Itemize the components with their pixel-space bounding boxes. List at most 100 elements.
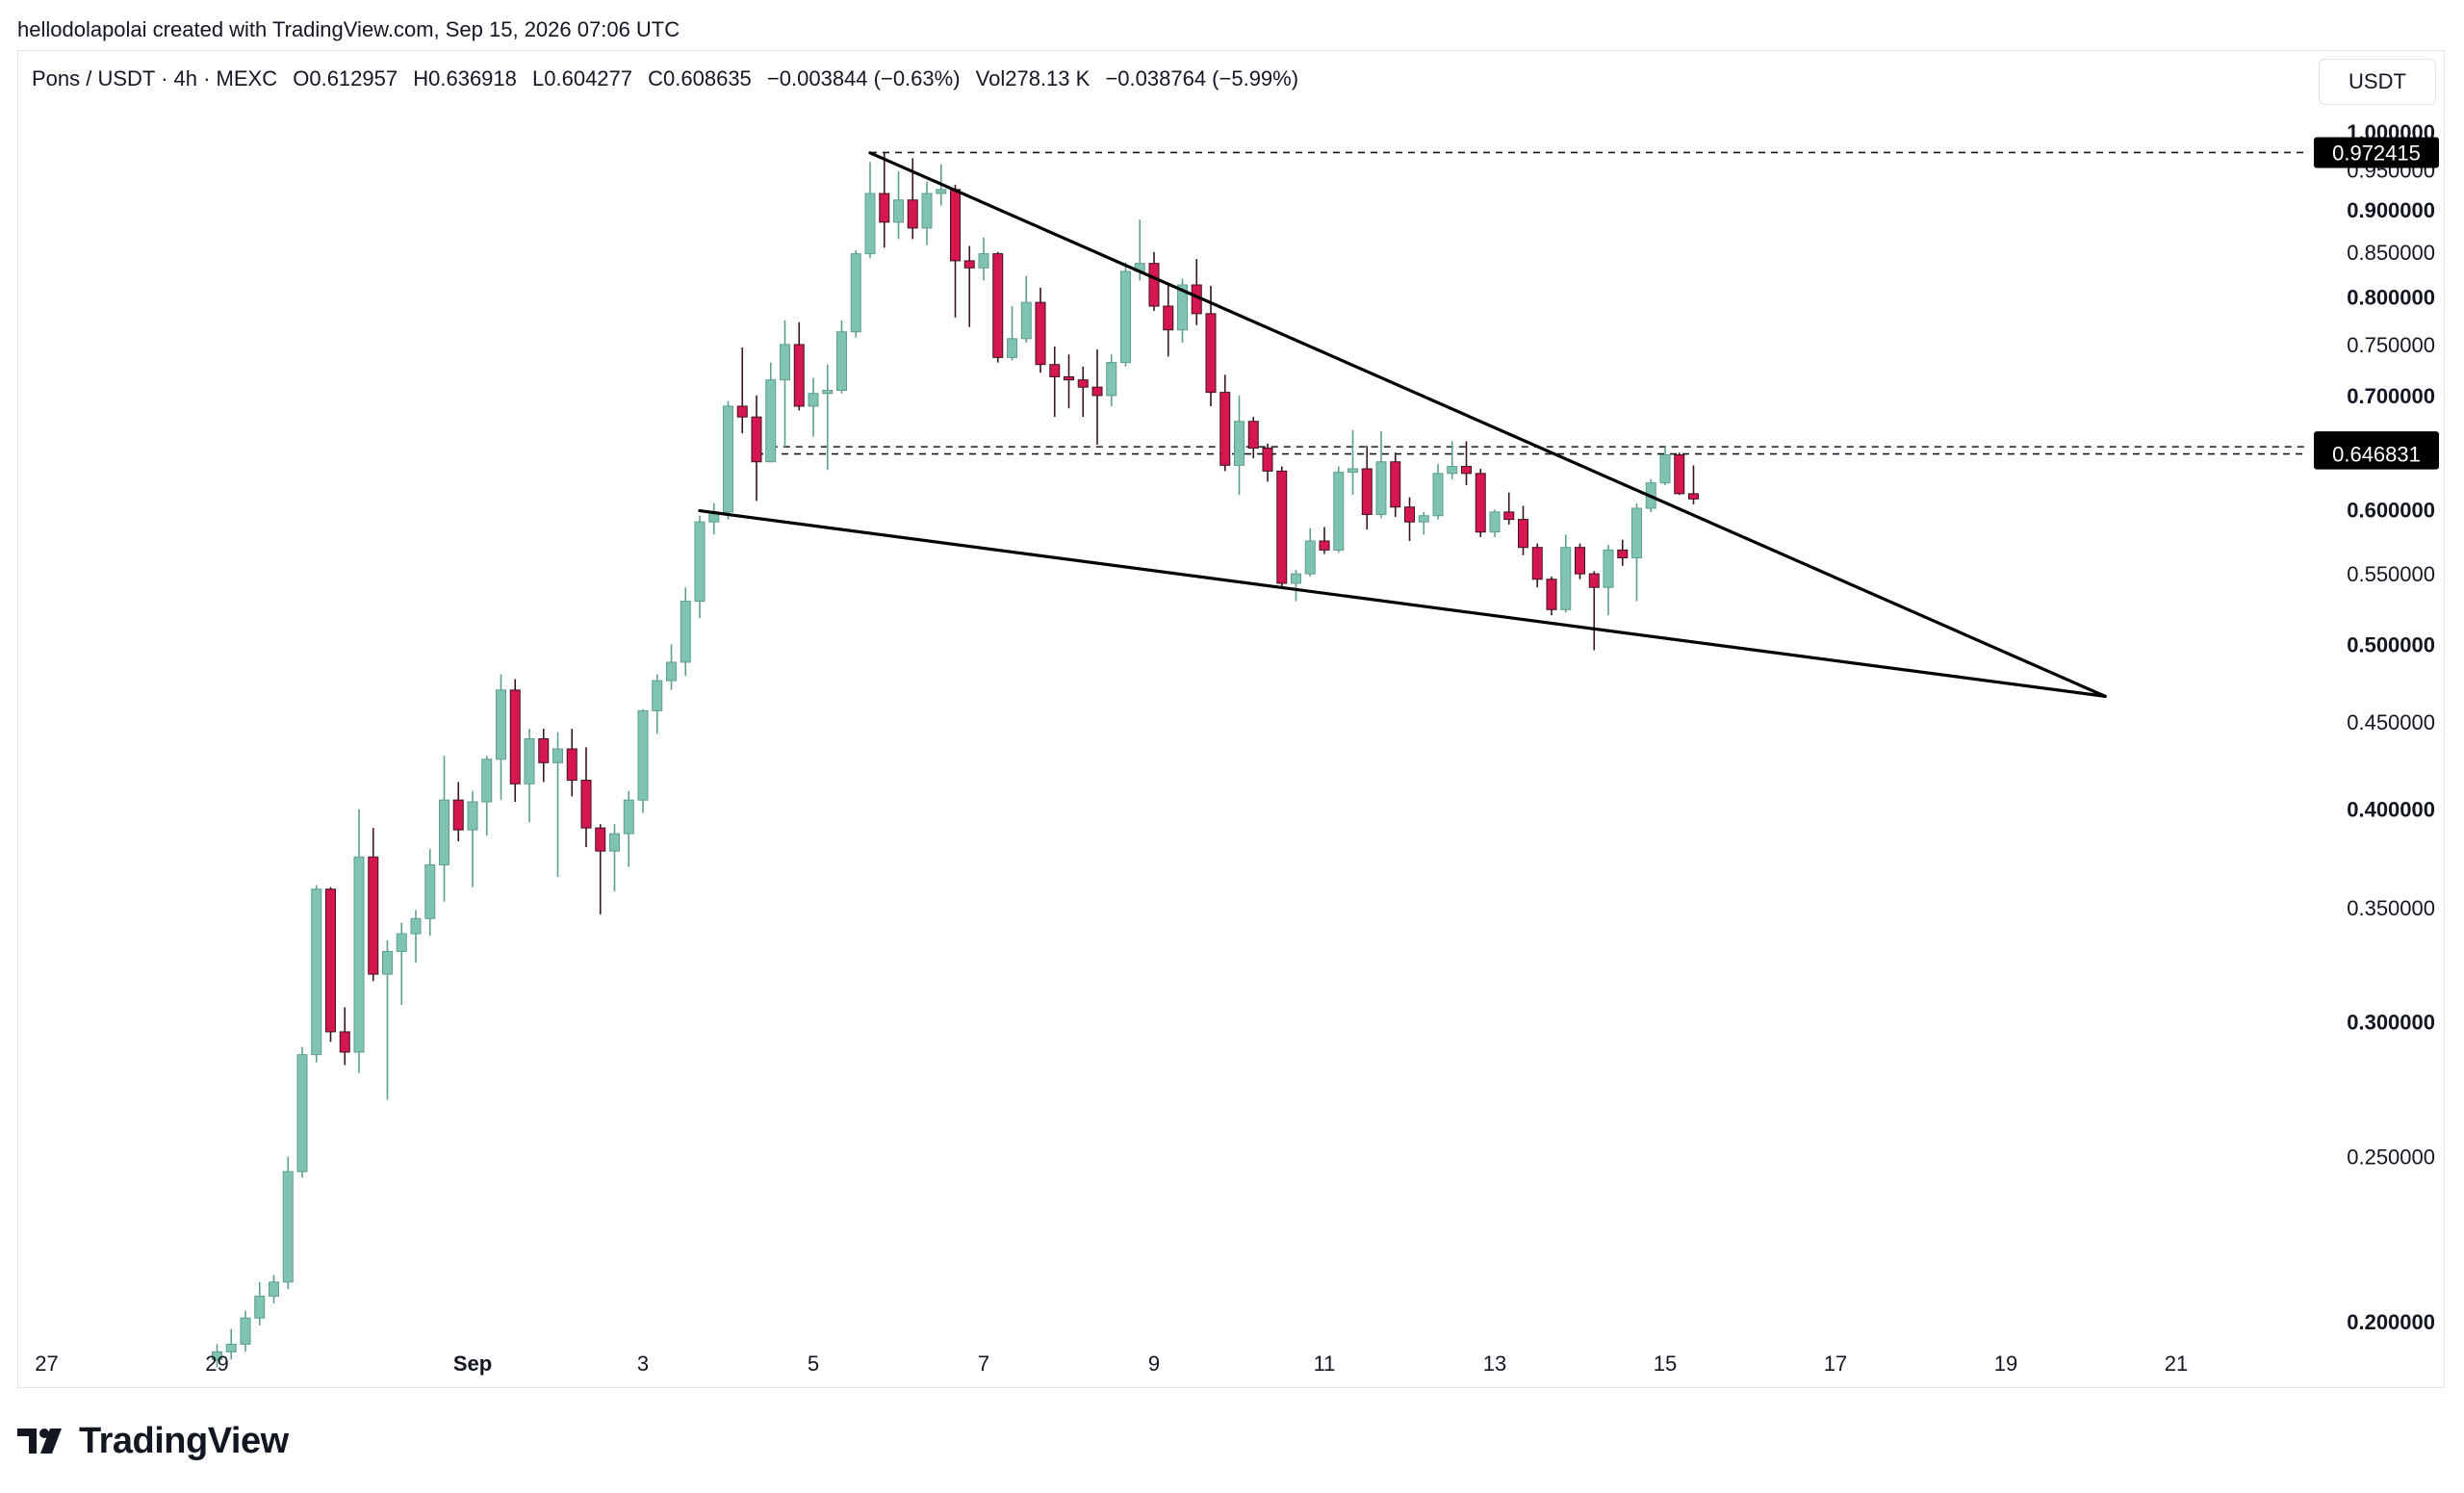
candle-up xyxy=(1447,466,1458,475)
trend-line xyxy=(698,508,2107,698)
candle-down xyxy=(566,748,578,782)
candle-up xyxy=(652,680,663,711)
candle-down xyxy=(963,260,975,269)
x-axis-tick-label: 27 xyxy=(35,1351,58,1376)
candle-up xyxy=(282,1171,294,1283)
candle-up xyxy=(723,405,733,513)
candle-down xyxy=(992,253,1004,358)
candle-down xyxy=(1546,579,1557,610)
volume-value: Vol278.13 K xyxy=(975,66,1091,90)
candle-down xyxy=(1262,447,1273,472)
low-value: L0.604277 xyxy=(532,66,633,90)
candle-up xyxy=(637,709,649,801)
candle-up xyxy=(666,661,677,682)
candle-down xyxy=(1163,305,1174,331)
candle-up xyxy=(1291,573,1301,584)
candle-up xyxy=(808,393,819,407)
y-axis-tick-label: 0.300000 xyxy=(2347,1011,2435,1035)
candle-up xyxy=(1375,461,1387,515)
y-axis-tick-label: 0.850000 xyxy=(2347,241,2435,265)
candle-down xyxy=(1475,473,1486,533)
candle-up xyxy=(240,1317,251,1345)
attribution-text: hellodolapolai created with TradingView.… xyxy=(17,17,680,41)
candle-up xyxy=(1304,540,1316,575)
candle-down xyxy=(793,344,805,407)
candle-down xyxy=(1531,547,1543,580)
candle-up xyxy=(1560,547,1572,610)
candle-up xyxy=(822,389,834,395)
candle-up xyxy=(978,253,989,269)
candle-up xyxy=(254,1296,266,1319)
y-axis-tick-label: 0.800000 xyxy=(2347,285,2435,309)
candle-down xyxy=(1219,392,1231,466)
candle-up xyxy=(225,1343,237,1352)
y-axis-tick-label: 0.750000 xyxy=(2347,333,2435,357)
price-label-text: 0.646831 xyxy=(2332,443,2421,467)
candle-up xyxy=(1177,284,1188,331)
x-axis-tick-label: 9 xyxy=(1148,1351,1160,1376)
candle-up xyxy=(424,863,436,919)
candle-up xyxy=(623,799,634,835)
x-axis-tick-label: 15 xyxy=(1654,1351,1677,1376)
candle-down xyxy=(1461,466,1472,475)
candle-down xyxy=(1588,573,1600,588)
candle-down xyxy=(1361,468,1373,515)
candle-down xyxy=(1319,540,1330,551)
candle-up xyxy=(1631,507,1642,559)
symbol-label[interactable]: Pons / USDT · 4h · MEXC xyxy=(32,66,278,90)
y-axis-tick-label: 0.700000 xyxy=(2347,384,2435,408)
y-axis-tick-label: 0.450000 xyxy=(2347,710,2435,734)
trend-line xyxy=(868,151,2107,698)
ohlc-legend: Pons / USDT · 4h · MEXC O0.612957 H0.636… xyxy=(32,66,1308,91)
candle-down xyxy=(1077,379,1089,388)
candle-up xyxy=(1603,549,1614,588)
candle-down xyxy=(538,737,550,763)
high-value: H0.636918 xyxy=(413,66,517,90)
candle-up xyxy=(212,1351,222,1360)
candle-down xyxy=(950,189,961,262)
x-axis-tick-label: 19 xyxy=(1994,1351,2017,1376)
tradingview-logo-icon xyxy=(17,1429,62,1454)
candle-up xyxy=(836,331,847,391)
candle-up xyxy=(1120,270,1131,364)
price-label-tag: 0.972415 xyxy=(2314,137,2439,168)
x-axis-tick-label: 3 xyxy=(637,1351,649,1376)
candle-up xyxy=(936,189,947,194)
candle-up xyxy=(680,601,691,663)
candle-down xyxy=(1247,421,1259,449)
candle-up xyxy=(353,856,365,1053)
candle-down xyxy=(879,193,890,223)
tradingview-brand[interactable]: TradingView xyxy=(17,1419,289,1463)
tradingview-wordmark: TradingView xyxy=(79,1420,289,1461)
candle-down xyxy=(368,856,379,975)
candle-up xyxy=(269,1281,279,1298)
candle-up xyxy=(1333,472,1345,551)
candle-up xyxy=(850,253,861,333)
price-label-background xyxy=(2314,137,2439,168)
x-axis-tick-label: 5 xyxy=(808,1351,819,1376)
candle-up xyxy=(1234,421,1245,466)
candle-down xyxy=(509,689,521,785)
candle-up xyxy=(496,689,506,760)
candle-down xyxy=(1049,364,1061,377)
x-axis-tick-label: 11 xyxy=(1314,1351,1336,1376)
candle-up xyxy=(382,950,393,975)
candle-down xyxy=(751,416,762,463)
candle-down xyxy=(1091,386,1103,397)
candle-up xyxy=(410,917,422,935)
candle-down xyxy=(1617,549,1629,559)
candle-up xyxy=(524,737,535,785)
candle-up xyxy=(893,199,904,223)
candle-down xyxy=(907,199,918,229)
candle-down xyxy=(1674,454,1685,495)
candle-down xyxy=(1035,301,1046,366)
candle-down xyxy=(1064,375,1074,381)
chart-panel[interactable]: Pons / USDT · 4h · MEXC O0.612957 H0.636… xyxy=(17,50,2445,1388)
currency-button[interactable]: USDT xyxy=(2319,59,2436,105)
candle-up xyxy=(609,833,620,852)
candle-up xyxy=(467,801,478,831)
candle-up xyxy=(780,344,790,381)
candle-up xyxy=(765,379,777,463)
candle-up xyxy=(1007,338,1017,358)
